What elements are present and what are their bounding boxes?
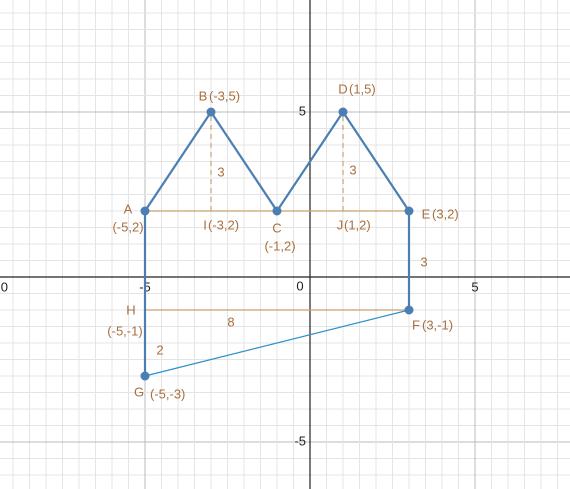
point-name: I bbox=[203, 217, 207, 232]
y-tick-label: 5 bbox=[299, 103, 306, 118]
point-name: E bbox=[422, 206, 431, 221]
point-coords: (3,-1) bbox=[422, 317, 453, 332]
point bbox=[206, 107, 216, 117]
x-tick-label: 5 bbox=[471, 279, 478, 294]
point bbox=[140, 206, 150, 216]
point-name: B bbox=[199, 88, 208, 103]
point-coords: (-3,5) bbox=[209, 88, 240, 103]
length-label: 3 bbox=[217, 164, 224, 179]
length-label: 2 bbox=[156, 342, 163, 357]
point-coords: (-5,-1) bbox=[107, 323, 142, 338]
point-name: G bbox=[134, 384, 144, 399]
point bbox=[338, 107, 348, 117]
point-coords: (1,5) bbox=[349, 81, 376, 96]
x-tick-label: 0 bbox=[1, 279, 8, 294]
point-name: C bbox=[272, 220, 281, 235]
point bbox=[404, 206, 414, 216]
edge bbox=[144, 111, 212, 212]
y-tick-label: -5 bbox=[294, 433, 306, 448]
point-name: F bbox=[412, 317, 420, 332]
length-label: 3 bbox=[349, 162, 356, 177]
edge bbox=[144, 309, 410, 377]
edge bbox=[276, 111, 344, 212]
length-label: 3 bbox=[420, 254, 427, 269]
point bbox=[140, 371, 150, 381]
origin-label: 0 bbox=[296, 278, 303, 293]
length-label: 8 bbox=[227, 314, 234, 329]
edge bbox=[342, 111, 410, 212]
point-name: A bbox=[124, 201, 133, 216]
point-coords: (3,2) bbox=[432, 206, 459, 221]
point bbox=[404, 305, 414, 315]
point-coords: (-3,2) bbox=[208, 217, 239, 232]
point-coords: (1,2) bbox=[344, 217, 371, 232]
point-name: J bbox=[337, 217, 344, 232]
point bbox=[272, 206, 282, 216]
point-coords: (-5,2) bbox=[112, 219, 143, 234]
point-coords: (-5,-3) bbox=[150, 386, 185, 401]
edge bbox=[210, 111, 278, 212]
point-name: D bbox=[338, 81, 347, 96]
point-name: H bbox=[126, 302, 135, 317]
point-coords: (-1,2) bbox=[264, 238, 295, 253]
